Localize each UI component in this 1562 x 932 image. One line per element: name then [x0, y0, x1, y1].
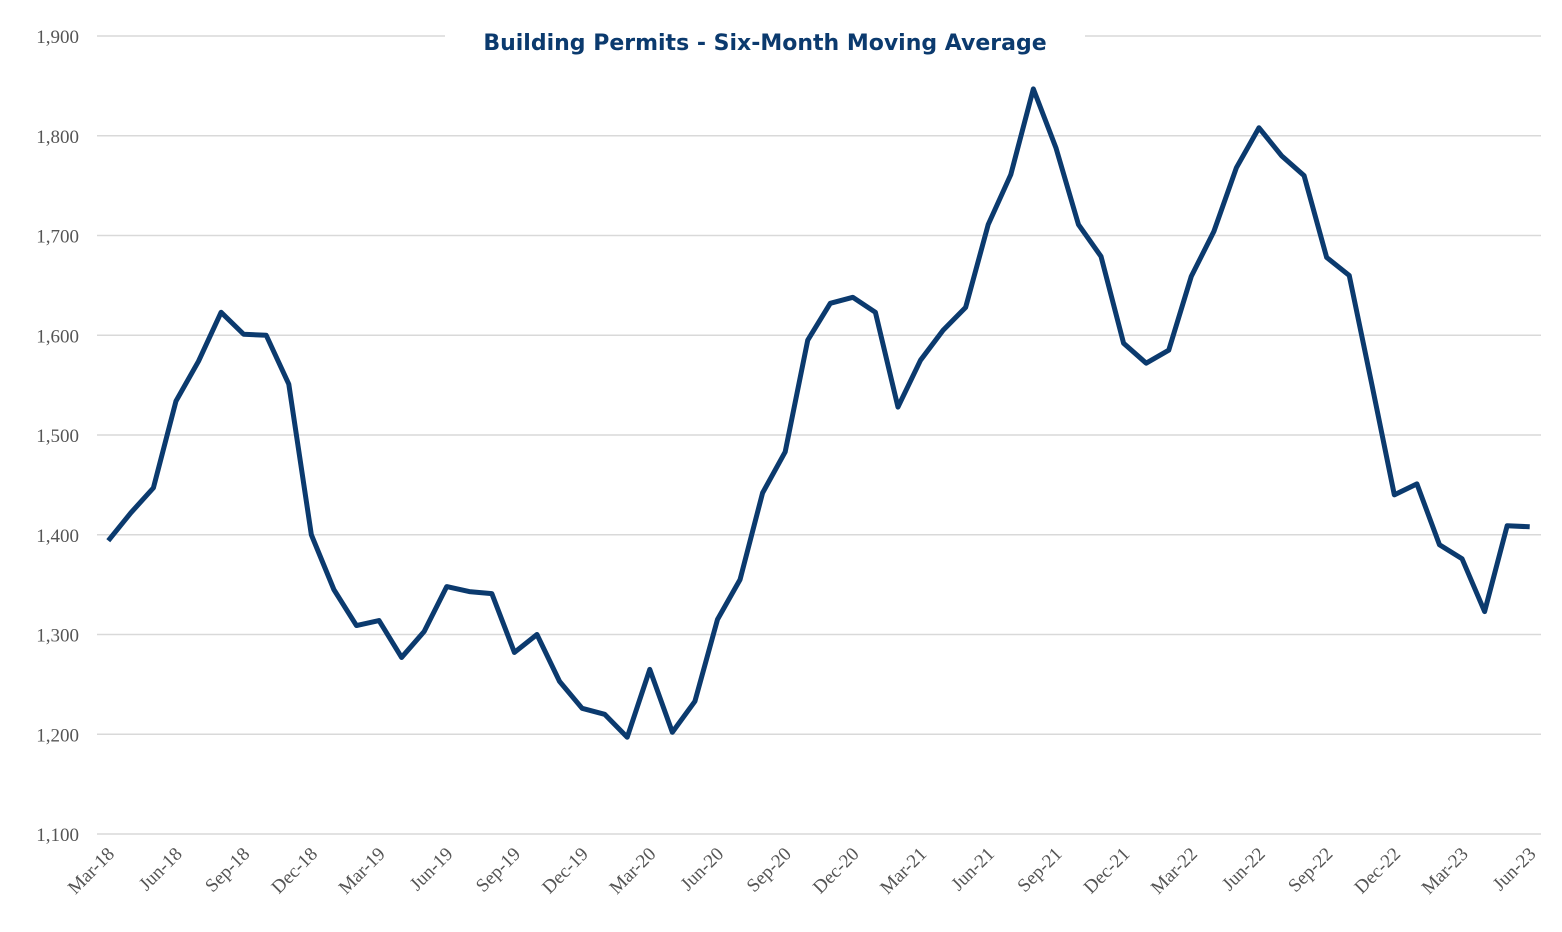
- chart-title: Building Permits - Six-Month Moving Aver…: [483, 31, 1046, 56]
- y-tick-label: 1,600: [36, 326, 79, 347]
- x-tick-label: Dec-18: [268, 844, 322, 898]
- y-tick-label: 1,700: [36, 227, 79, 248]
- x-tick-label: Sep-21: [1014, 844, 1067, 897]
- x-tick-label: Dec-19: [538, 844, 592, 898]
- x-tick-label: Sep-18: [201, 844, 254, 897]
- x-tick-label: Jun-21: [947, 844, 998, 895]
- x-tick-label: Jun-23: [1489, 844, 1540, 895]
- x-tick-label: Sep-20: [743, 844, 796, 897]
- line: [106, 86, 1530, 740]
- x-tick-label: Mar-22: [1147, 844, 1202, 899]
- x-tick-label: Jun-22: [1218, 844, 1269, 895]
- y-tick-label: 1,300: [36, 626, 79, 647]
- x-tick-label: Jun-18: [135, 844, 186, 895]
- plot: [106, 86, 1530, 740]
- x-tick-label: Mar-23: [1418, 844, 1473, 899]
- y-tick-label: 1,100: [36, 825, 79, 846]
- x-tick-label: Sep-22: [1284, 844, 1337, 897]
- x-tick-label: Mar-18: [64, 844, 119, 899]
- y-tick-label: 1,800: [36, 127, 79, 148]
- grid: 1,100 1,200 1,300 1,400 1,500 1,600 1,700 1,800…: [36, 27, 1541, 899]
- x-tick-label: Dec-22: [1351, 844, 1405, 898]
- x-tick-label: Dec-20: [809, 844, 863, 898]
- x-tick-label: Mar-21: [876, 844, 931, 899]
- x-tick-label: Mar-20: [606, 844, 661, 899]
- x-tick-label: Sep-19: [472, 844, 525, 897]
- y-tick-label: 1,900: [36, 27, 79, 48]
- y-tick-label: 1,200: [36, 725, 79, 746]
- x-tick-label: Jun-19: [406, 844, 457, 895]
- x-tick-label: Dec-21: [1080, 844, 1134, 898]
- x-tick-label: Mar-19: [335, 844, 390, 899]
- y-tick-label: 1,500: [36, 426, 79, 447]
- x-tick-label: Jun-20: [677, 844, 728, 895]
- y-tick-label: 1,400: [36, 526, 79, 547]
- title-box: [445, 6, 1085, 70]
